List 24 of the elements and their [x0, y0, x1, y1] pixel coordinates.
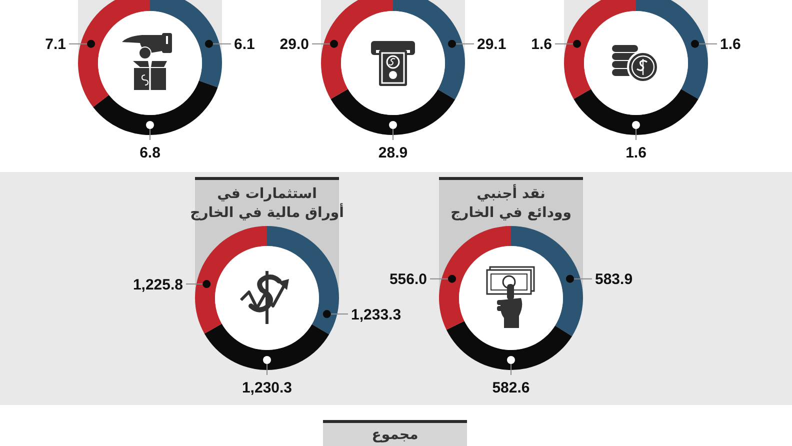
data-label: 29.1: [477, 36, 506, 54]
data-label: 1,233.3: [351, 306, 402, 324]
data-label: 7.1: [45, 36, 66, 54]
donut-slice: [446, 320, 572, 370]
data-label: 6.8: [140, 144, 160, 162]
data-label: 1.6: [626, 144, 646, 162]
donut-slice: [195, 226, 267, 334]
data-label: 29.0: [280, 36, 309, 54]
text: مجموع: [372, 427, 418, 443]
data-label: 28.9: [378, 144, 408, 162]
data-label: 1.6: [531, 36, 552, 54]
data-label: 6.1: [234, 36, 255, 54]
donut-slice: [439, 226, 511, 330]
data-label: 1.6: [720, 36, 741, 54]
chart-title: استثمارات في أوراق مالية في الخارج: [190, 186, 344, 221]
data-label: 582.6: [492, 379, 530, 396]
data-label: 1,230.3: [242, 379, 292, 396]
chart-title: نقد أجنبي وودائع في الخارج: [450, 184, 572, 221]
data-label: 1,225.8: [132, 276, 183, 294]
donut-slice: [204, 324, 330, 370]
data-label: 556.0: [389, 271, 427, 288]
donut-slice: [267, 226, 339, 334]
donut-slice: [511, 226, 583, 336]
data-label: 583.9: [595, 271, 633, 288]
